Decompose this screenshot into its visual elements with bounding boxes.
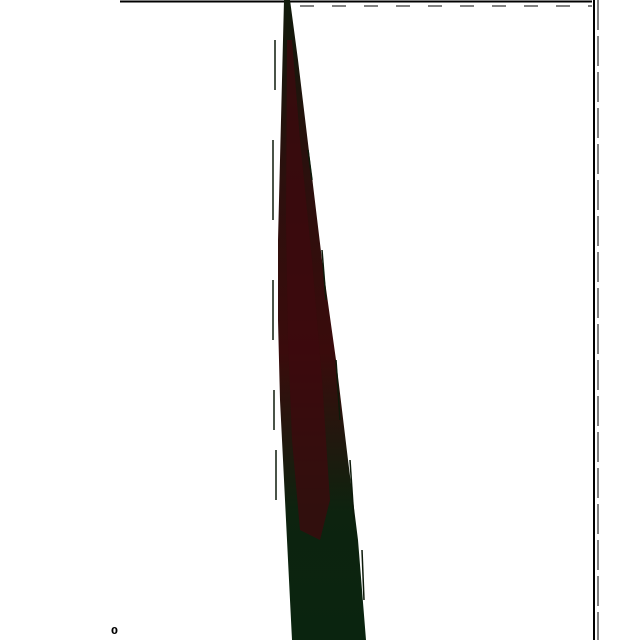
spike-edge-marks [272, 40, 365, 601]
corner-mark: 0 [111, 626, 118, 637]
spike-red-streak [286, 40, 330, 540]
